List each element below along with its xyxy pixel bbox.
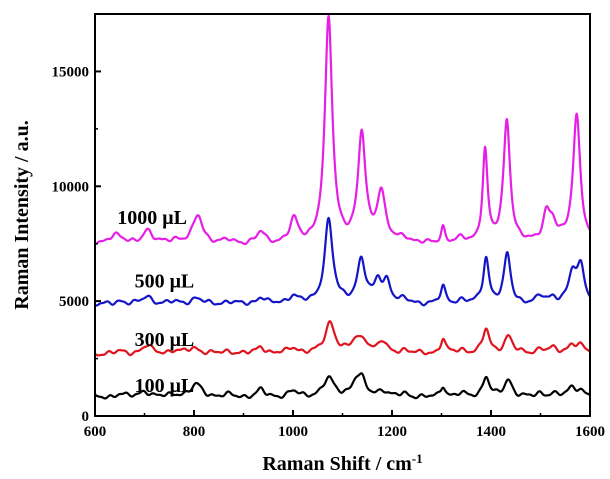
x-axis-ticks: 600 800 1000 1200 1400 1600 xyxy=(84,410,605,440)
series-line-1000ul xyxy=(94,14,591,246)
x-tick-label: 1600 xyxy=(575,424,605,440)
x-tick-label: 600 xyxy=(84,424,107,440)
x-tick-label: 800 xyxy=(183,424,206,440)
plot-lines xyxy=(94,14,591,400)
series-label-1000ul: 1000 μL xyxy=(117,207,187,229)
y-tick-label: 15000 xyxy=(52,64,90,80)
series-label-300ul: 300 μL xyxy=(135,329,195,351)
x-tick-label: 1000 xyxy=(278,424,308,440)
x-axis-title: Raman Shift / cm-1 xyxy=(262,451,422,476)
series-line-300ul xyxy=(94,320,591,357)
y-tick-label: 0 xyxy=(82,409,90,425)
series-labels: 100 μL 300 μL 500 μL 1000 μL xyxy=(117,207,194,397)
y-axis-title: Raman Intensity / a.u. xyxy=(11,120,33,309)
series-label-500ul: 500 μL xyxy=(135,270,195,292)
series-label-100ul: 100 μL xyxy=(135,375,195,397)
y-axis-ticks: 0 5000 10000 15000 xyxy=(52,64,101,425)
series-line-100ul xyxy=(94,372,591,400)
series-line-500ul xyxy=(94,216,591,307)
y-tick-label: 5000 xyxy=(59,294,89,310)
x-tick-label: 1400 xyxy=(476,424,506,440)
y-tick-label: 10000 xyxy=(52,179,90,195)
x-tick-label: 1200 xyxy=(377,424,407,440)
